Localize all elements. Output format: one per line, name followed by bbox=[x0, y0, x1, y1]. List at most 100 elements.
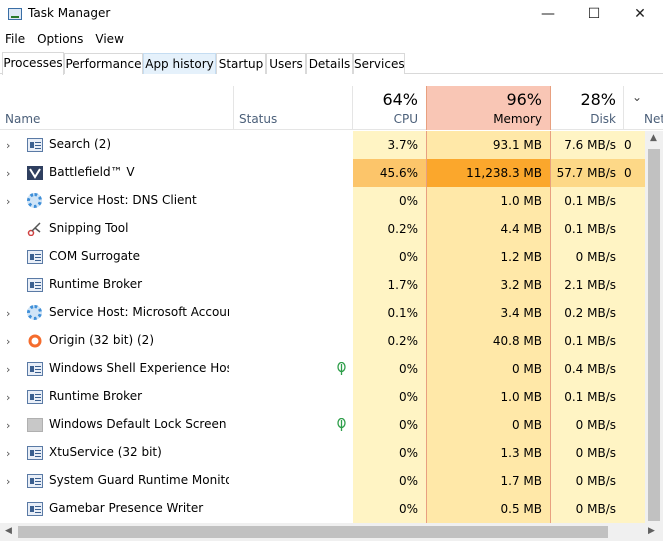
memory-value: 3.4 MB bbox=[426, 299, 551, 327]
process-row[interactable]: › XtuService (32 bit) 0% 1.3 MB 0 MB/s bbox=[0, 439, 645, 467]
column-cpu[interactable]: 64% CPU bbox=[353, 86, 426, 130]
tab-users[interactable]: Users bbox=[266, 53, 306, 74]
scroll-right-icon[interactable]: ▶ bbox=[648, 526, 655, 536]
maximize-button[interactable]: ☐ bbox=[587, 6, 601, 22]
menu-options[interactable]: Options bbox=[37, 32, 84, 46]
tab-app-history[interactable]: App history bbox=[143, 53, 216, 74]
scroll-left-icon[interactable]: ◀ bbox=[5, 526, 12, 536]
memory-value: 1.7 MB bbox=[426, 467, 551, 495]
memory-value: 0 MB bbox=[426, 411, 551, 439]
expand-chevron-icon[interactable]: › bbox=[6, 391, 11, 404]
process-row[interactable]: Gamebar Presence Writer 0% 0.5 MB 0 MB/s bbox=[0, 495, 645, 523]
process-row[interactable]: › System Guard Runtime Monitor... 0% 1.7 MB… bbox=[0, 467, 645, 495]
window-icon bbox=[27, 390, 43, 404]
horizontal-scrollbar[interactable]: ◀ ▶ bbox=[0, 523, 663, 541]
process-row[interactable]: › Service Host: DNS Client 0% 1.0 MB 0.1 MB/… bbox=[0, 187, 645, 215]
tab-details[interactable]: Details bbox=[306, 53, 353, 74]
expand-chevron-icon[interactable]: › bbox=[6, 195, 11, 208]
cpu-value: 0% bbox=[353, 243, 426, 271]
memory-value: 93.1 MB bbox=[426, 131, 551, 159]
process-row[interactable]: Runtime Broker 1.7% 3.2 MB 2.1 MB/s bbox=[0, 271, 645, 299]
disk-value: 0 MB/s bbox=[551, 439, 624, 467]
memory-value: 4.4 MB bbox=[426, 215, 551, 243]
suspended-leaf-icon bbox=[337, 417, 346, 431]
expand-chevron-icon[interactable]: › bbox=[6, 167, 11, 180]
disk-value: 57.7 MB/s bbox=[551, 159, 624, 187]
tab-services[interactable]: Services bbox=[353, 53, 405, 74]
network-value bbox=[624, 495, 645, 523]
disk-value: 0.1 MB/s bbox=[551, 215, 624, 243]
cpu-value: 0% bbox=[353, 411, 426, 439]
column-network-label: Net bbox=[644, 112, 663, 126]
tab-startup[interactable]: Startup bbox=[216, 53, 266, 74]
process-name: Runtime Broker bbox=[49, 389, 143, 403]
cpu-value: 3.7% bbox=[353, 131, 426, 159]
memory-value: 1.0 MB bbox=[426, 187, 551, 215]
vertical-scroll-thumb[interactable] bbox=[648, 149, 660, 521]
window-icon bbox=[27, 278, 43, 292]
column-status[interactable]: Status bbox=[234, 86, 353, 130]
disk-value: 2.1 MB/s bbox=[551, 271, 624, 299]
scroll-up-icon[interactable]: ▲ bbox=[650, 133, 657, 143]
process-name: Windows Default Lock Screen bbox=[49, 417, 227, 431]
disk-value: 0 MB/s bbox=[551, 467, 624, 495]
memory-value: 0.5 MB bbox=[426, 495, 551, 523]
horizontal-scroll-thumb[interactable] bbox=[18, 526, 608, 538]
network-value bbox=[624, 467, 645, 495]
expand-chevron-icon[interactable]: › bbox=[6, 307, 11, 320]
column-status-label: Status bbox=[239, 112, 278, 126]
column-name[interactable]: Name bbox=[0, 86, 233, 130]
column-disk[interactable]: 28% Disk bbox=[551, 86, 624, 130]
column-divider[interactable] bbox=[623, 86, 624, 130]
expand-chevron-icon[interactable]: › bbox=[6, 335, 11, 348]
column-memory[interactable]: 96% Memory bbox=[426, 86, 551, 130]
column-header: Name Status 64% CPU 96% Memory 28% Disk … bbox=[0, 86, 663, 130]
tab-performance[interactable]: Performance bbox=[64, 53, 143, 74]
memory-total-percent: 96% bbox=[506, 90, 542, 109]
column-name-label: Name bbox=[5, 112, 41, 126]
process-row[interactable]: › Runtime Broker 0% 1.0 MB 0.1 MB/s bbox=[0, 383, 645, 411]
process-row[interactable]: › Search (2) 3.7% 93.1 MB 7.6 MB/s 0 bbox=[0, 131, 645, 159]
tab-bar: Processes Performance App history Startu… bbox=[0, 52, 663, 75]
column-network[interactable]: ⌄ Net bbox=[624, 86, 663, 130]
process-name: Service Host: Microsoft Accoun... bbox=[49, 305, 229, 319]
chevron-down-icon[interactable]: ⌄ bbox=[632, 90, 643, 104]
process-row[interactable]: COM Surrogate 0% 1.2 MB 0 MB/s bbox=[0, 243, 645, 271]
cpu-value: 0% bbox=[353, 187, 426, 215]
minimize-button[interactable]: — bbox=[541, 6, 555, 22]
tab-processes[interactable]: Processes bbox=[2, 52, 64, 75]
network-value bbox=[624, 299, 645, 327]
expand-chevron-icon[interactable]: › bbox=[6, 447, 11, 460]
expand-chevron-icon[interactable]: › bbox=[6, 475, 11, 488]
lock-screen-icon bbox=[27, 418, 43, 432]
process-row[interactable]: › Origin (32 bit) (2) 0.2% 40.8 MB 0.1 MB/s bbox=[0, 327, 645, 355]
window-icon bbox=[27, 362, 43, 376]
window-icon bbox=[27, 138, 43, 152]
suspended-leaf-icon bbox=[337, 361, 346, 375]
disk-value: 0 MB/s bbox=[551, 411, 624, 439]
vertical-scrollbar[interactable]: ▲ bbox=[645, 131, 663, 523]
disk-value: 0.1 MB/s bbox=[551, 187, 624, 215]
memory-value: 0 MB bbox=[426, 355, 551, 383]
menu-file[interactable]: File bbox=[5, 32, 26, 46]
process-name: Origin (32 bit) (2) bbox=[49, 333, 154, 347]
process-row[interactable]: Snipping Tool 0.2% 4.4 MB 0.1 MB/s bbox=[0, 215, 645, 243]
disk-value: 7.6 MB/s bbox=[551, 131, 624, 159]
column-divider[interactable] bbox=[352, 86, 353, 130]
process-row[interactable]: › Battlefield™ V 45.6% 11,238.3 MB 57.7 MB/s… bbox=[0, 159, 645, 187]
cpu-value: 0% bbox=[353, 467, 426, 495]
column-disk-label: Disk bbox=[590, 112, 616, 126]
process-row[interactable]: › Service Host: Microsoft Accoun... 0.1% 3.… bbox=[0, 299, 645, 327]
menu-view[interactable]: View bbox=[95, 32, 124, 46]
expand-chevron-icon[interactable]: › bbox=[6, 363, 11, 376]
process-list: › Search (2) 3.7% 93.1 MB 7.6 MB/s 0 › Battlefi… bbox=[0, 131, 645, 523]
process-row[interactable]: › Windows Shell Experience Host 0% 0 MB 0.4 … bbox=[0, 355, 645, 383]
column-divider[interactable] bbox=[233, 86, 234, 130]
disk-value: 0 MB/s bbox=[551, 495, 624, 523]
title-bar: Task Manager — ☐ ✕ bbox=[0, 0, 663, 28]
expand-chevron-icon[interactable]: › bbox=[6, 139, 11, 152]
expand-chevron-icon[interactable]: › bbox=[6, 419, 11, 432]
close-button[interactable]: ✕ bbox=[634, 6, 646, 22]
disk-value: 0.1 MB/s bbox=[551, 383, 624, 411]
process-row[interactable]: › Windows Default Lock Screen 0% 0 MB 0 MB/s bbox=[0, 411, 645, 439]
